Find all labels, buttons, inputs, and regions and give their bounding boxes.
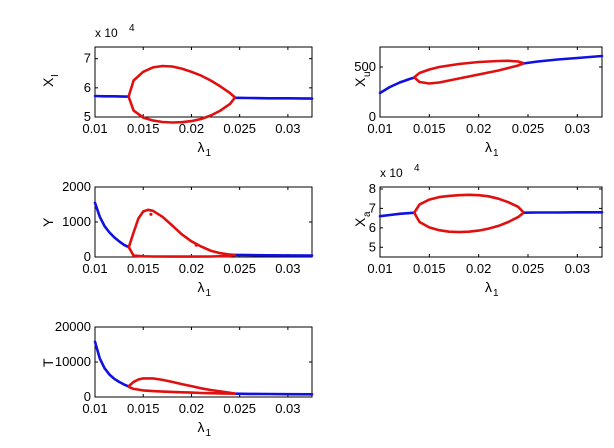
y-tick-label: 0 <box>84 389 91 404</box>
y-tick-label: 5 <box>369 239 376 254</box>
y-axis-label: X <box>352 217 368 227</box>
axes-box <box>379 186 603 258</box>
series-oscillation-min <box>127 385 237 395</box>
y-tick-label: 6 <box>369 220 376 235</box>
series-stable-left <box>378 76 416 95</box>
series-stable-right <box>233 96 314 100</box>
series-oscillation-max <box>127 208 237 257</box>
x-tick-label: 0.025 <box>512 261 545 276</box>
y-axis-label-group: XI <box>40 74 61 87</box>
panel-xi: 0.01 0.015 0.02 0.025 0.03 5 6 7 x 10 4 λ 1 XI <box>40 23 314 159</box>
y-exponent-label: x 10 <box>95 26 118 40</box>
y-tick-label: 5 <box>84 109 91 124</box>
series-oscillation-min <box>413 211 525 234</box>
y-exponent-power: 4 <box>129 23 135 34</box>
x-tick-label: 0.015 <box>413 121 446 136</box>
y-axis-label-group: T <box>40 358 56 367</box>
outlier-point <box>149 212 153 216</box>
x-tick-label: 0.01 <box>367 261 392 276</box>
x-tick-label: 0.01 <box>82 261 107 276</box>
series-stable-right <box>233 253 314 257</box>
x-axis-label: λ <box>485 279 492 295</box>
x-tick-label: 0.025 <box>223 401 256 416</box>
y-tick-label: 8 <box>369 181 376 196</box>
x-tick-label: 0.03 <box>275 121 300 136</box>
series-oscillation-min <box>127 95 237 124</box>
y-axis-label-subscript: I <box>50 74 61 77</box>
x-tick-label: 0.025 <box>512 121 545 136</box>
series-stable-right <box>233 392 314 396</box>
y-exponent-label: x 10 <box>380 166 403 180</box>
y-axis-label-subscript: u <box>362 71 373 77</box>
series-stable-left <box>93 340 131 388</box>
axes-box <box>94 46 313 118</box>
series-oscillation-max <box>413 59 525 79</box>
y-tick-label: 1000 <box>62 214 91 229</box>
y-tick-label: 500 <box>354 59 376 74</box>
series-stable-left <box>93 201 131 249</box>
x-tick-label: 0.015 <box>127 261 160 276</box>
panel-xa: 0.01 0.015 0.02 0.025 0.03 5 6 7 8 x 10 4 λ 1 Xa <box>352 163 604 299</box>
x-tick-label: 0.03 <box>275 261 300 276</box>
y-exponent-power: 4 <box>414 163 420 174</box>
series-oscillation-min <box>127 245 237 258</box>
x-axis-label-subscript: 1 <box>493 148 499 159</box>
x-axis-label-subscript: 1 <box>206 428 212 439</box>
y-tick-label: 2000 <box>62 179 91 194</box>
series-oscillation-min <box>413 62 525 85</box>
panel-xu: 0.01 0.015 0.02 0.025 0.03 0 500 λ 1 Xu <box>352 46 604 159</box>
axes-box <box>379 46 603 118</box>
x-tick-label: 0.01 <box>82 401 107 416</box>
y-tick-label: 0 <box>84 249 91 264</box>
x-axis-label: λ <box>485 139 492 155</box>
y-axis-label-group: Xa <box>352 211 373 227</box>
y-tick-label: 0 <box>369 109 376 124</box>
x-tick-label: 0.03 <box>275 401 300 416</box>
outlier-point <box>194 243 198 247</box>
y-tick-label: 20000 <box>55 319 91 334</box>
y-axis-label-subscript: a <box>362 211 373 217</box>
y-axis-label-group: Y <box>40 217 56 227</box>
series-oscillation-max <box>127 377 237 395</box>
y-tick-label: 10000 <box>55 354 91 369</box>
x-axis-label-subscript: 1 <box>206 288 212 299</box>
x-tick-label: 0.02 <box>179 121 204 136</box>
panel-t: 0.01 0.015 0.02 0.025 0.03 0 10000 20000 λ 1 T <box>40 319 314 439</box>
x-tick-label: 0.015 <box>413 261 446 276</box>
y-axis-label: X <box>352 77 368 87</box>
x-tick-label: 0.02 <box>466 261 491 276</box>
x-tick-label: 0.025 <box>223 261 256 276</box>
x-tick-label: 0.02 <box>179 261 204 276</box>
x-axis-label-subscript: 1 <box>493 288 499 299</box>
y-axis-label: X <box>40 77 56 87</box>
panel-y: 0.01 0.015 0.02 0.025 0.03 0 1000 2000 λ 1 Y <box>40 179 314 299</box>
x-tick-label: 0.03 <box>565 121 590 136</box>
series-oscillation-max <box>127 64 237 99</box>
x-axis-label: λ <box>198 139 205 155</box>
y-tick-label: 6 <box>84 80 91 95</box>
series-stable-left <box>378 211 416 218</box>
x-tick-label: 0.01 <box>367 121 392 136</box>
x-tick-label: 0.015 <box>127 401 160 416</box>
x-tick-label: 0.01 <box>82 121 107 136</box>
x-tick-label: 0.015 <box>127 121 160 136</box>
y-tick-label: 7 <box>369 200 376 215</box>
series-stable-left <box>93 94 131 98</box>
y-tick-label: 7 <box>84 51 91 66</box>
x-tick-label: 0.03 <box>565 261 590 276</box>
x-axis-label-subscript: 1 <box>206 148 212 159</box>
series-stable-right <box>521 54 604 65</box>
y-axis-label: T <box>40 358 56 367</box>
x-axis-label: λ <box>198 279 205 295</box>
x-tick-label: 0.025 <box>223 121 256 136</box>
x-tick-label: 0.02 <box>179 401 204 416</box>
series-oscillation-max <box>413 193 525 214</box>
y-axis-label-group: Xu <box>352 71 373 87</box>
x-axis-label: λ <box>198 419 205 435</box>
x-tick-label: 0.02 <box>466 121 491 136</box>
y-axis-label: Y <box>40 217 56 227</box>
